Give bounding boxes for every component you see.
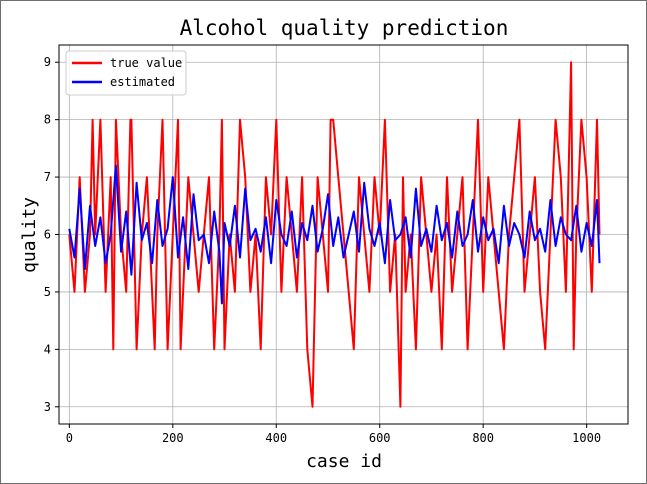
legend-label-estimated: estimated	[110, 75, 175, 89]
y-tick-label: 9	[44, 55, 51, 69]
y-axis: 3 4 5 6 7 8 9	[44, 55, 59, 414]
y-tick-label: 7	[44, 170, 51, 184]
y-tick-label: 5	[44, 285, 51, 299]
series-layer	[68, 61, 601, 408]
x-tick-label: 400	[265, 431, 287, 445]
series-line-estimated	[68, 164, 601, 305]
y-tick-label: 4	[44, 342, 51, 356]
x-tick-label: 200	[162, 431, 184, 445]
x-tick-label: 1000	[572, 431, 601, 445]
y-tick-label: 8	[44, 113, 51, 127]
y-tick-label: 3	[44, 400, 51, 414]
x-axis-label: case id	[306, 451, 382, 472]
x-tick-label: 0	[66, 431, 73, 445]
x-tick-label: 600	[369, 431, 391, 445]
x-tick-label: 800	[472, 431, 494, 445]
x-axis: 0 200 400 600 800 1000	[66, 424, 601, 445]
legend-label-true-value: true value	[110, 56, 182, 70]
y-axis-label: quality	[19, 197, 40, 273]
chart-title: Alcohol quality prediction	[180, 16, 509, 40]
legend: true value estimated	[65, 50, 187, 96]
y-tick-label: 6	[44, 228, 51, 242]
